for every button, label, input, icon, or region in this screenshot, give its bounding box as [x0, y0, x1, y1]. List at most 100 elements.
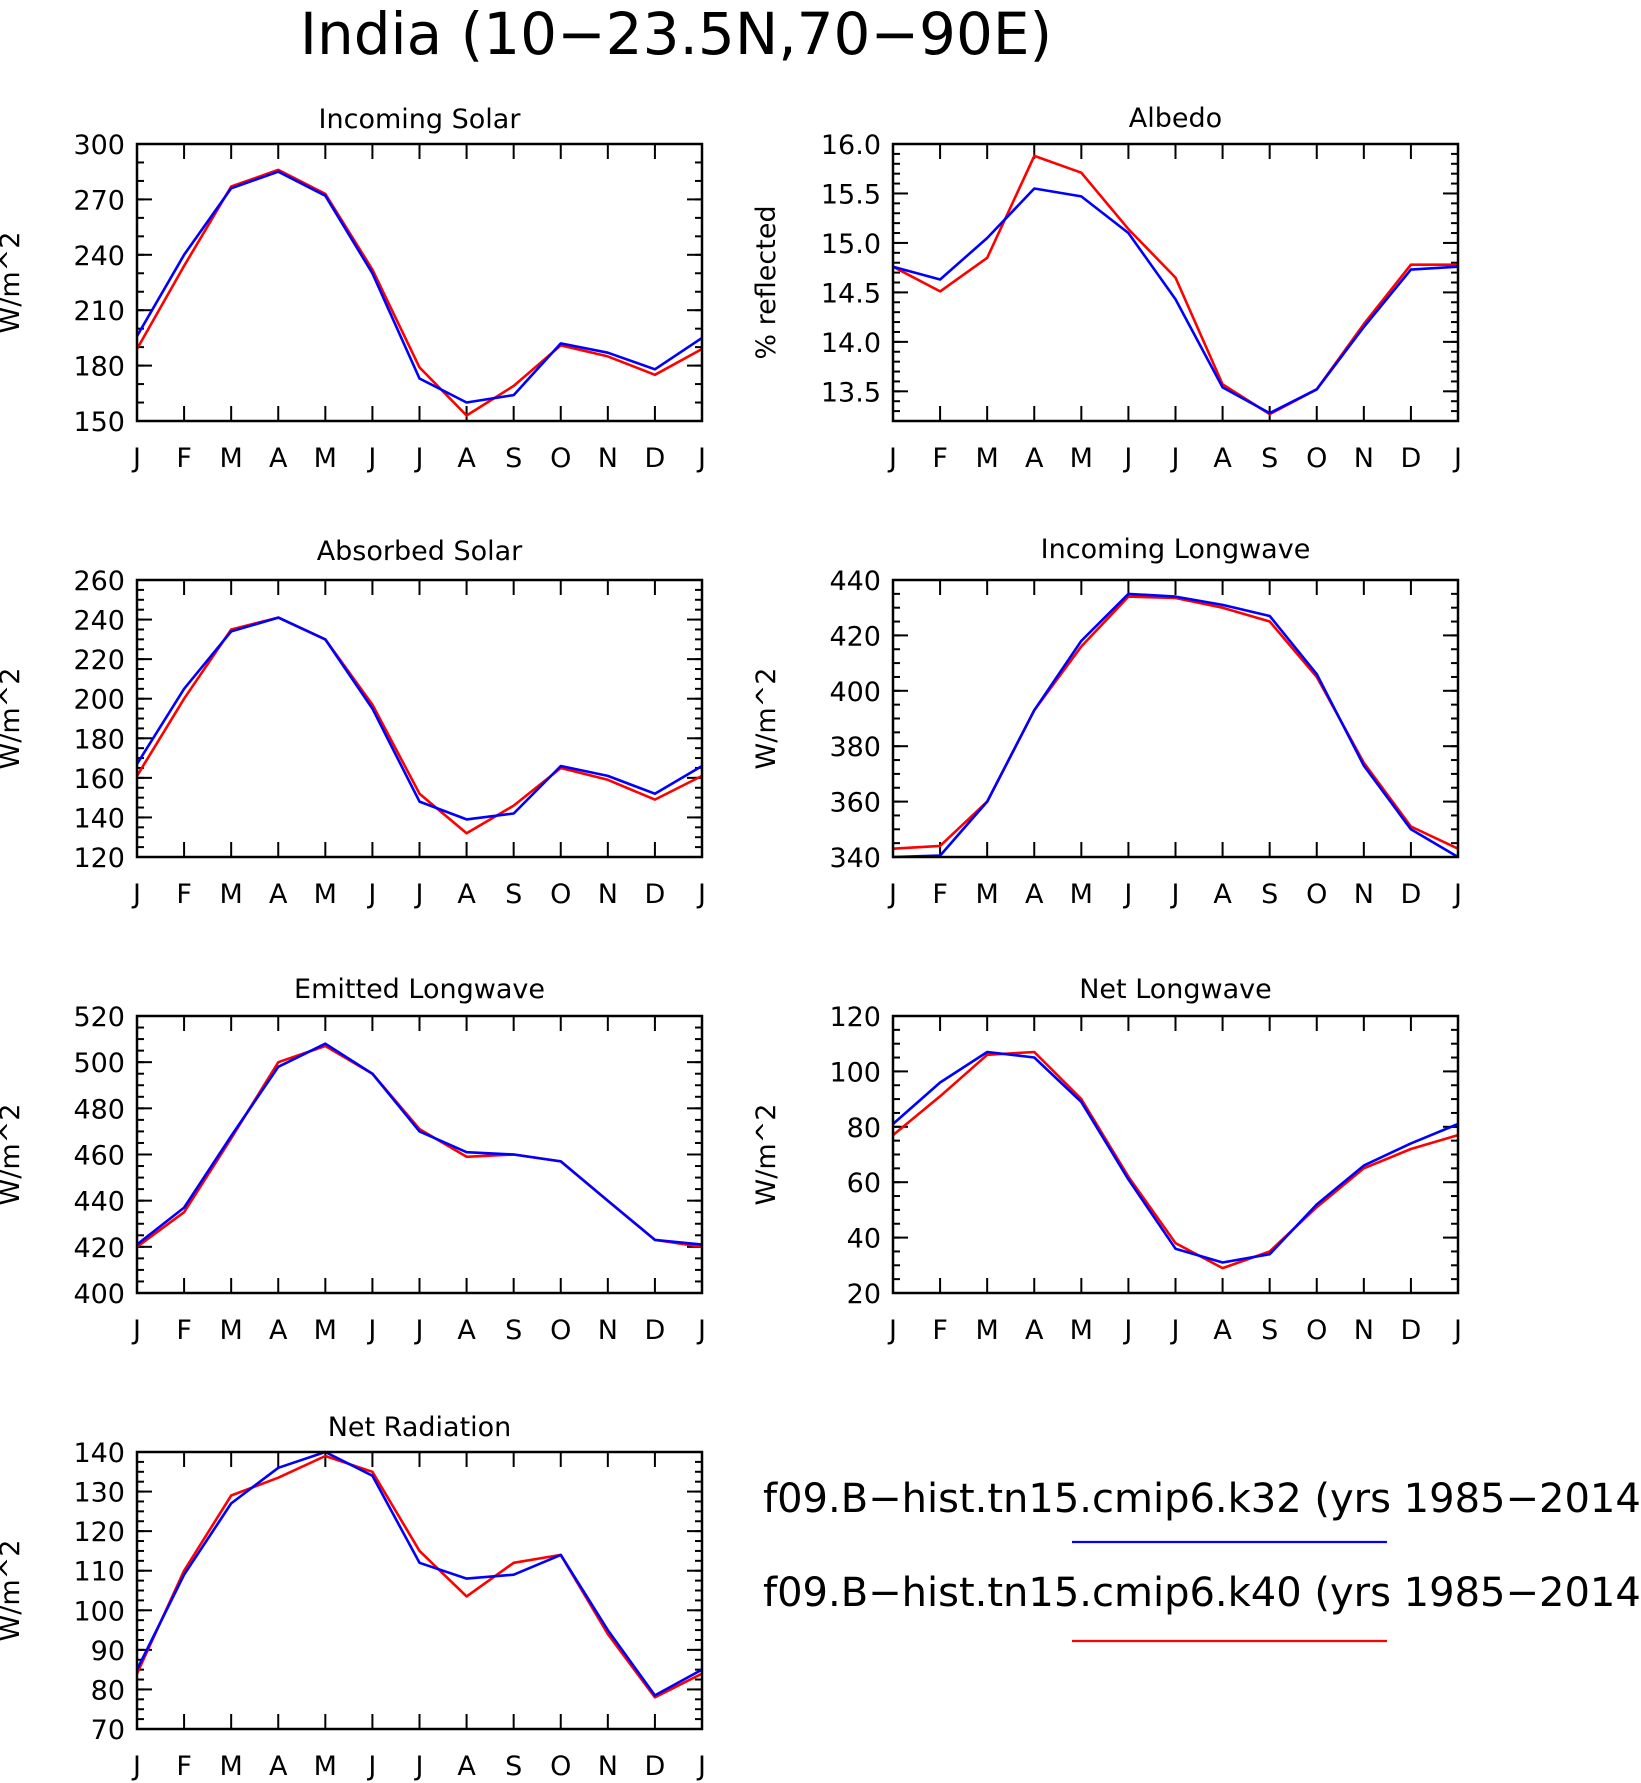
y-tick-label: 240: [73, 241, 125, 272]
series-line-k40: [135, 616, 703, 835]
x-tick-label: J: [366, 443, 376, 474]
x-tick-label: D: [1401, 879, 1422, 910]
x-tick-label: N: [1354, 879, 1374, 910]
y-tick-label: 120: [73, 1517, 125, 1548]
figure-title: India (10−23.5N,70−90E): [300, 0, 1052, 68]
y-tick-label: 140: [73, 803, 125, 834]
y-tick-label: 100: [73, 1596, 125, 1627]
y-tick-label: 15.0: [821, 229, 881, 260]
x-tick-label: M: [1070, 443, 1093, 474]
x-tick-label: J: [414, 1315, 424, 1346]
x-tick-label: J: [131, 1751, 141, 1782]
x-tick-label: M: [976, 443, 999, 474]
x-tick-label: D: [1401, 443, 1422, 474]
x-tick-label: F: [176, 443, 192, 474]
x-tick-label: M: [220, 443, 243, 474]
x-tick-label: A: [1213, 879, 1232, 910]
plot-frame: [135, 1014, 704, 1295]
x-tick-label: M: [314, 443, 337, 474]
x-tick-label: F: [176, 879, 192, 910]
x-tick-label: M: [314, 1751, 337, 1782]
x-tick-label: M: [220, 879, 243, 910]
y-tick-label: 14.0: [821, 328, 881, 359]
plot-frame: [135, 1450, 704, 1731]
y-tick-label: 260: [73, 566, 125, 597]
y-tick-label: 200: [73, 685, 125, 716]
y-tick-label: 220: [73, 645, 125, 676]
panel-title: Incoming Longwave: [1041, 534, 1311, 565]
y-tick-label: 150: [73, 407, 125, 438]
panel-title: Incoming Solar: [319, 104, 522, 135]
panel-title: Net Radiation: [328, 1412, 512, 1443]
x-tick-label: F: [932, 443, 948, 474]
x-tick-label: A: [269, 879, 288, 910]
y-axis-label: W/m^2: [0, 232, 26, 334]
x-tick-label: J: [1452, 879, 1462, 910]
x-tick-label: A: [269, 443, 288, 474]
y-tick-label: 80: [847, 1113, 881, 1144]
y-tick-label: 15.5: [821, 179, 881, 210]
y-tick-label: 14.5: [821, 278, 881, 309]
y-tick-label: 16.0: [821, 130, 881, 161]
y-tick-label: 130: [73, 1478, 125, 1509]
panel-title: Albedo: [1129, 103, 1222, 134]
x-tick-label: J: [131, 443, 141, 474]
x-tick-label: D: [645, 1315, 666, 1346]
panel-title: Emitted Longwave: [294, 974, 545, 1005]
y-tick-label: 520: [73, 1002, 125, 1033]
x-tick-label: J: [1170, 443, 1180, 474]
y-tick-label: 400: [73, 1279, 125, 1310]
legend-label-k32: f09.B−hist.tn15.cmip6.k32 (yrs 1985−2014…: [763, 1476, 1641, 1522]
x-tick-label: J: [131, 1315, 141, 1346]
x-tick-label: A: [1025, 443, 1044, 474]
x-tick-label: J: [366, 1315, 376, 1346]
x-tick-label: J: [414, 879, 424, 910]
x-tick-label: O: [550, 1315, 571, 1346]
x-tick-label: J: [1122, 1315, 1132, 1346]
x-tick-label: A: [457, 1315, 476, 1346]
x-tick-label: J: [887, 443, 897, 474]
y-tick-label: 40: [847, 1224, 881, 1255]
y-tick-label: 270: [73, 185, 125, 216]
y-tick-label: 210: [73, 296, 125, 327]
x-tick-label: S: [1261, 879, 1278, 910]
x-tick-label: A: [269, 1315, 288, 1346]
x-tick-label: J: [696, 443, 706, 474]
y-tick-label: 180: [73, 724, 125, 755]
x-tick-label: D: [1401, 1315, 1422, 1346]
plot-frame: [135, 142, 704, 423]
x-tick-label: J: [1170, 879, 1180, 910]
y-tick-label: 110: [73, 1557, 125, 1588]
x-tick-label: S: [505, 1315, 522, 1346]
y-tick-label: 20: [847, 1279, 881, 1310]
y-tick-label: 480: [73, 1094, 125, 1125]
x-tick-label: O: [1306, 1315, 1327, 1346]
y-axis-label: W/m^2: [0, 668, 26, 770]
x-tick-label: O: [550, 1751, 571, 1782]
x-tick-label: S: [505, 1751, 522, 1782]
x-tick-label: A: [269, 1751, 288, 1782]
series-line-k40: [135, 168, 703, 417]
x-tick-label: O: [1306, 879, 1327, 910]
y-tick-label: 400: [829, 677, 881, 708]
plot-frame: [891, 1014, 1460, 1295]
series-line-k32: [135, 170, 703, 404]
x-tick-label: J: [366, 1751, 376, 1782]
series-line-k32: [136, 1042, 703, 1246]
x-tick-label: O: [550, 443, 571, 474]
x-tick-label: J: [887, 1315, 897, 1346]
x-tick-label: N: [1354, 443, 1374, 474]
x-tick-label: J: [1452, 1315, 1462, 1346]
y-tick-label: 100: [829, 1057, 881, 1088]
panel-4: Incoming Longwave W/m^2 340 360 380 400 420 440…: [751, 534, 1462, 910]
plot-frame: [891, 578, 1460, 859]
y-tick-label: 120: [73, 843, 125, 874]
x-tick-label: S: [505, 443, 522, 474]
y-tick-label: 160: [73, 764, 125, 795]
x-tick-label: A: [457, 879, 476, 910]
legend: f09.B−hist.tn15.cmip6.k32 (yrs 1985−2014…: [763, 1476, 1641, 1643]
y-tick-label: 180: [73, 352, 125, 383]
x-tick-label: A: [1025, 879, 1044, 910]
